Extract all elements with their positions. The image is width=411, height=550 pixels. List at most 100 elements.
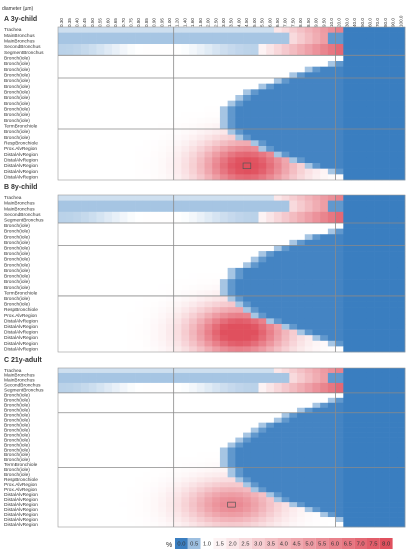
heatmap-cell bbox=[235, 195, 244, 201]
heatmap-cell bbox=[58, 262, 67, 269]
heatmap-cell bbox=[381, 106, 390, 113]
heatmap-cell bbox=[243, 377, 252, 384]
heatmap-cell bbox=[111, 140, 120, 147]
heatmap-cell bbox=[351, 117, 360, 124]
heatmap-cell bbox=[58, 95, 67, 101]
heatmap-cell bbox=[127, 382, 136, 389]
heatmap-cell bbox=[343, 38, 352, 45]
heatmap-cell bbox=[235, 129, 244, 135]
heatmap-cell bbox=[243, 100, 252, 107]
heatmap-cell bbox=[320, 163, 329, 169]
heatmap-cell bbox=[273, 163, 282, 169]
heatmap-cell bbox=[297, 387, 306, 394]
heatmap-cell bbox=[250, 256, 259, 263]
heatmap-cell bbox=[227, 146, 236, 152]
heatmap-cell bbox=[366, 267, 375, 274]
heatmap-cell bbox=[181, 295, 190, 302]
heatmap-cell bbox=[204, 174, 213, 181]
heatmap-cell bbox=[219, 417, 228, 423]
heatmap-cell bbox=[65, 467, 74, 473]
heatmap-cell bbox=[366, 168, 375, 175]
heatmap-cell bbox=[297, 223, 306, 229]
heatmap-cell bbox=[389, 472, 398, 478]
heatmap-cell bbox=[335, 447, 344, 453]
heatmap-cell bbox=[351, 346, 360, 353]
heatmap-cell bbox=[327, 312, 336, 319]
heatmap-cell bbox=[397, 412, 406, 418]
heatmap-cell bbox=[150, 507, 159, 513]
heatmap-cell bbox=[235, 217, 244, 224]
heatmap-cell bbox=[374, 412, 383, 418]
heatmap-cell bbox=[358, 239, 367, 246]
heatmap-cell bbox=[127, 129, 136, 135]
heatmap-cell bbox=[358, 417, 367, 423]
heatmap-cell bbox=[374, 279, 383, 286]
heatmap-cell bbox=[358, 507, 367, 513]
heatmap-cell bbox=[381, 55, 390, 62]
heatmap-cell bbox=[165, 457, 174, 463]
heatmap-cell bbox=[235, 422, 244, 428]
heatmap-cell bbox=[258, 223, 267, 229]
heatmap-cell bbox=[119, 502, 128, 508]
heatmap-cell bbox=[219, 382, 228, 389]
heatmap-cell bbox=[312, 422, 321, 428]
heatmap-cell bbox=[196, 427, 205, 433]
heatmap-cell bbox=[212, 477, 221, 483]
heatmap-cell bbox=[358, 462, 367, 468]
heatmap-cell bbox=[366, 507, 375, 513]
legend-swatch bbox=[290, 538, 303, 549]
heatmap-cell bbox=[88, 163, 97, 169]
heatmap-cell bbox=[58, 256, 67, 263]
heatmap-cell bbox=[212, 89, 221, 96]
heatmap-cell bbox=[297, 502, 306, 508]
heatmap-cell bbox=[250, 32, 259, 39]
heatmap-cell bbox=[327, 462, 336, 468]
x-tick-label: 2.50 bbox=[213, 18, 218, 27]
heatmap-cell bbox=[227, 163, 236, 169]
heatmap-cell bbox=[227, 318, 236, 325]
heatmap-cell bbox=[119, 95, 128, 101]
heatmap-cell bbox=[358, 467, 367, 473]
heatmap-cell bbox=[96, 140, 105, 147]
heatmap-cell bbox=[73, 517, 82, 523]
heatmap-cell bbox=[127, 335, 136, 342]
heatmap-cell bbox=[366, 407, 375, 414]
heatmap-cell bbox=[65, 437, 74, 443]
heatmap-cell bbox=[397, 301, 406, 308]
heatmap-cell bbox=[88, 38, 97, 45]
heatmap-cell bbox=[204, 163, 213, 169]
heatmap-cell bbox=[65, 457, 74, 463]
heatmap-cell bbox=[212, 372, 221, 379]
heatmap-cell bbox=[189, 377, 198, 384]
heatmap-cell bbox=[243, 38, 252, 45]
heatmap-cell bbox=[88, 295, 97, 302]
heatmap-cell bbox=[73, 55, 82, 62]
heatmap-cell bbox=[150, 318, 159, 325]
heatmap-cell bbox=[381, 512, 390, 518]
heatmap-cell bbox=[381, 211, 390, 218]
heatmap-cell bbox=[73, 174, 82, 181]
heatmap-cell bbox=[204, 195, 213, 201]
heatmap-cell bbox=[111, 211, 120, 218]
heatmap-cell bbox=[158, 279, 167, 286]
heatmap-cell bbox=[366, 462, 375, 468]
heatmap-cell bbox=[389, 245, 398, 252]
heatmap-cell bbox=[196, 95, 205, 101]
heatmap-cell bbox=[212, 487, 221, 493]
heatmap-cell bbox=[289, 83, 298, 90]
heatmap-cell bbox=[297, 392, 306, 399]
heatmap-cell bbox=[289, 392, 298, 399]
heatmap-cell bbox=[73, 432, 82, 438]
heatmap-cell bbox=[88, 437, 97, 443]
heatmap-cell bbox=[150, 517, 159, 523]
heatmap-cell bbox=[81, 61, 90, 67]
heatmap-cell bbox=[266, 442, 275, 448]
heatmap-cell bbox=[73, 228, 82, 235]
heatmap-cell bbox=[58, 140, 67, 147]
heatmap-cell bbox=[158, 174, 167, 181]
heatmap-cell bbox=[320, 307, 329, 314]
heatmap-cell bbox=[165, 397, 174, 404]
heatmap-cell bbox=[243, 517, 252, 523]
heatmap-cell bbox=[327, 382, 336, 389]
heatmap-cell bbox=[212, 422, 221, 428]
